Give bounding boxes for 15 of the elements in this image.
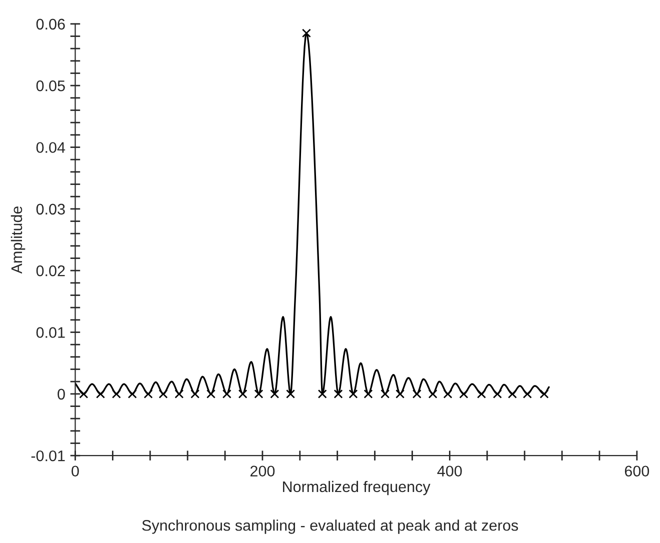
y-tick-label: 0.04 xyxy=(36,142,66,153)
y-tick-label: 0.06 xyxy=(36,18,65,30)
y-tick-label: 0.02 xyxy=(36,265,65,276)
y-axis-title: Amplitude xyxy=(10,206,26,274)
x-tick-label: 600 xyxy=(624,466,650,477)
x-tick-label: 200 xyxy=(250,466,275,477)
x-axis-title: Normalized frequency xyxy=(283,480,430,496)
y-tick-label: 0.03 xyxy=(36,204,65,215)
x-tick-label: 0 xyxy=(72,466,79,477)
x-tick-label: 400 xyxy=(437,466,462,477)
y-tick-label: 0.01 xyxy=(36,327,65,338)
y-tick-label: 0 xyxy=(58,388,65,400)
y-tick-label: -0.01 xyxy=(31,450,65,462)
text: Synchronous sampling - evaluated at peak and at zeros xyxy=(142,520,518,534)
y-tick-label: 0.05 xyxy=(36,80,65,92)
